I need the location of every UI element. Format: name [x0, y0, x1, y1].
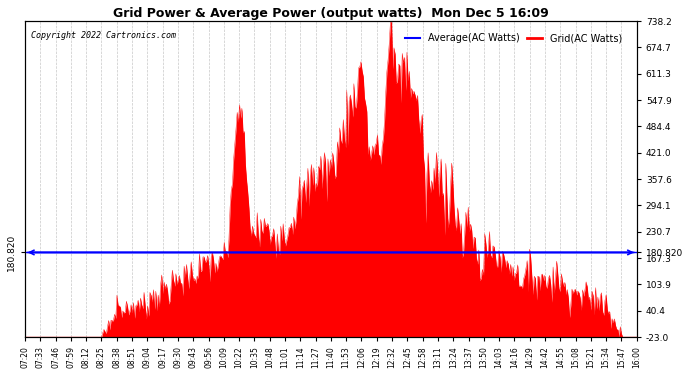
Legend: Average(AC Watts), Grid(AC Watts): Average(AC Watts), Grid(AC Watts) [402, 29, 626, 47]
Text: Copyright 2022 Cartronics.com: Copyright 2022 Cartronics.com [31, 31, 176, 40]
Title: Grid Power & Average Power (output watts)  Mon Dec 5 16:09: Grid Power & Average Power (output watts… [113, 7, 549, 20]
